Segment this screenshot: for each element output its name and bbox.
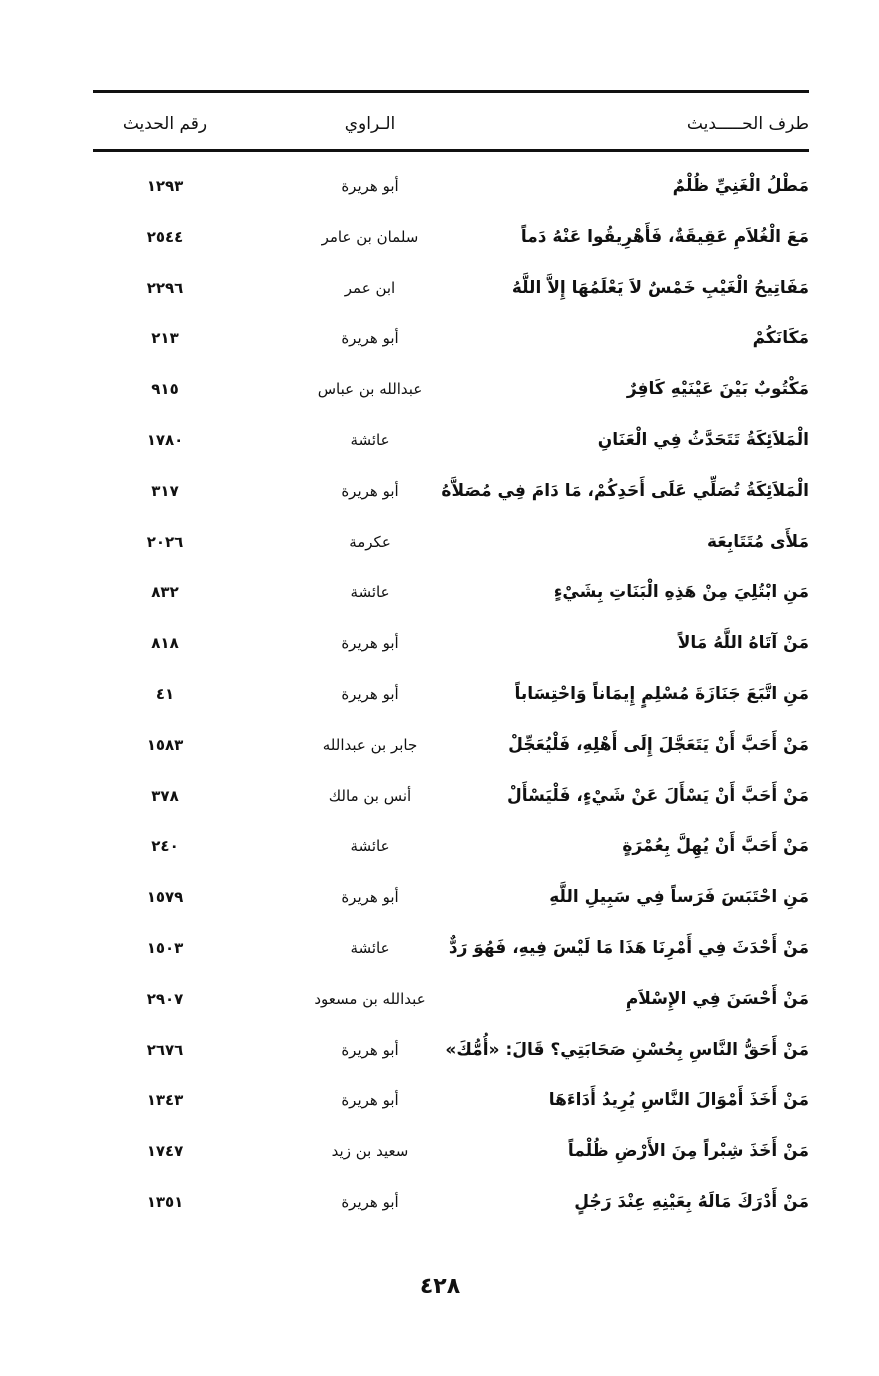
hadith-number: ١٥٠٣ [146,938,184,957]
narrator: أبو هريرة [341,888,399,907]
hadith-text: الْمَلاَئِكَةُ تَتَحَدَّثُ فِي الْعَنَان… [597,429,809,450]
table-row: مَنْ أَحَبَّ أَنْ يُهِلَّ بِعُمْرَةٍ عائش… [0,829,879,880]
hadith-text: مَنْ أَحَبَّ أَنْ يُهِلَّ بِعُمْرَةٍ [622,836,809,857]
hadith-text: مَنِ احْتَبَسَ فَرَساً فِي سَبِيلِ اللَّ… [549,887,809,908]
narrator: أبو هريرة [341,1192,399,1211]
hadith-text: مَنْ أَخَذَ شِبْراً مِنَ الأَرْضِ ظُلْما… [567,1141,809,1162]
narrator: جابر بن عبدالله [322,735,418,754]
narrator: سعيد بن زيد [331,1142,409,1161]
narrator: أبو هريرة [341,1040,399,1059]
hadith-text: مَعَ الْغُلاَمِ عَقِيقَةٌ، فَأَهْرِيقُوا… [520,226,809,247]
hadith-number: ٣٧٨ [151,786,179,805]
table-row: مَكْتُوبٌ بَيْنَ عَيْنَيْهِ كَافِرٌ عبدال… [0,372,879,423]
narrator: أبو هريرة [341,1091,399,1110]
table-row: مَكَانَكُمْ أبو هريرة ٢١٣ [0,321,879,372]
table-row: مَنْ أَخَذَ شِبْراً مِنَ الأَرْضِ ظُلْما… [0,1134,879,1185]
hadith-number: ٩١٥ [151,380,179,399]
hadith-text: مَنِ ابْتُلِيَ مِنْ هَذِهِ الْبَنَاتِ بِ… [553,582,809,603]
page-number: ٤٢٨ [419,1274,461,1299]
hadith-number: ٤١ [155,684,175,703]
narrator: عكرمة [349,532,391,551]
hadith-text: مَنْ أَدْرَكَ مَالَهُ بِعَيْنِهِ عِنْدَ … [574,1191,809,1212]
hadith-text: الْمَلاَئِكَةُ تُصَلِّي عَلَى أَحَدِكُمْ… [441,480,809,501]
header-narrator: الـراوي [344,114,396,134]
hadith-text: مَنْ أَحْسَنَ فِي الإِسْلاَمِ [625,988,809,1009]
hadith-number: ٨١٨ [151,634,179,653]
hadith-text: مَنِ اتَّبَعَ جَنَازَةَ مُسْلِمٍ إِيمَان… [514,683,809,704]
hadith-text: مَنْ أَحْدَثَ فِي أَمْرِنَا هَذَا مَا لَ… [448,937,809,958]
table-row: الْمَلاَئِكَةُ تَتَحَدَّثُ فِي الْعَنَان… [0,423,879,474]
table-row: مَنْ أَحْدَثَ فِي أَمْرِنَا هَذَا مَا لَ… [0,931,879,982]
hadith-text: مَنْ أَحَبَّ أَنْ يَسْأَلَ عَنْ شَيْءٍ، … [507,785,809,806]
index-table: مَطْلُ الْغَنِيِّ ظُلْمٌ أبو هريرة ١٢٩٣ مَع… [0,169,879,1236]
table-row: مَفَاتِيحُ الْغَيْبِ خَمْسٌ لاَ يَعْلَمُ… [0,271,879,322]
hadith-number: ١٣٤٣ [146,1091,184,1110]
hadith-text: مَنْ أَحَبَّ أَنْ يَتَعَجَّلَ إِلَى أَهْ… [508,734,809,755]
hadith-text: مَنْ أَحَقُّ النَّاسِ بِحُسْنِ صَحَابَتِ… [445,1039,809,1060]
hadith-number: ٢٦٧٦ [146,1040,184,1059]
table-row: مَنِ اتَّبَعَ جَنَازَةَ مُسْلِمٍ إِيمَان… [0,677,879,728]
narrator: ابن عمر [344,278,396,297]
narrator: أبو هريرة [341,684,399,703]
table-row: مَنْ أَخَذَ أَمْوَالَ النَّاسِ يُرِيدُ أ… [0,1083,879,1134]
table-row: مَنْ أَحْسَنَ فِي الإِسْلاَمِ عبدالله بن … [0,982,879,1033]
table-row: مَنْ آتَاهُ اللَّهُ مَالاً أبو هريرة ٨١٨ [0,626,879,677]
hadith-number: ١٢٩٣ [146,177,184,195]
hadith-text: مَكْتُوبٌ بَيْنَ عَيْنَيْهِ كَافِرٌ [626,379,809,400]
hadith-number: ١٧٨٠ [146,430,184,449]
hadith-number: ٢٩٠٧ [146,989,184,1008]
table-row: مَعَ الْغُلاَمِ عَقِيقَةٌ، فَأَهْرِيقُوا… [0,220,879,271]
hadith-text: مَكَانَكُمْ [752,328,809,349]
hadith-number: ٢١٣ [151,329,179,348]
table-row: مَنِ احْتَبَسَ فَرَساً فِي سَبِيلِ اللَّ… [0,880,879,931]
hadith-number: ٢٢٩٦ [146,278,184,297]
narrator: أبو هريرة [341,481,399,500]
hadith-text: مَنْ أَخَذَ أَمْوَالَ النَّاسِ يُرِيدُ أ… [548,1090,809,1111]
hadith-number: ٨٣٢ [151,583,179,602]
narrator: سلمان بن عامر [321,227,419,246]
narrator: عبدالله بن عباس [317,380,423,399]
header-rule [93,149,809,152]
narrator: عبدالله بن مسعود [314,989,426,1008]
table-row: مَطْلُ الْغَنِيِّ ظُلْمٌ أبو هريرة ١٢٩٣ [0,169,879,220]
narrator: أنس بن مالك [328,786,412,805]
table-row: مَنْ أَدْرَكَ مَالَهُ بِعَيْنِهِ عِنْدَ … [0,1185,879,1236]
narrator: أبو هريرة [341,634,399,653]
hadith-number: ٢٤٠ [151,837,179,856]
hadith-text: مَطْلُ الْغَنِيِّ ظُلْمٌ [672,176,809,196]
hadith-number: ١٥٧٩ [146,888,184,907]
narrator: عائشة [350,938,390,957]
hadith-number: ١٥٨٣ [146,735,184,754]
header-number: رقم الحديث [122,114,208,134]
hadith-number: ٢٠٢٦ [146,532,184,551]
table-row: الْمَلاَئِكَةُ تُصَلِّي عَلَى أَحَدِكُمْ… [0,474,879,525]
header-hadith: طرف الحـــــديث [686,114,809,134]
hadith-text: مَنْ آتَاهُ اللَّهُ مَالاً [677,633,809,654]
table-row: مَنْ أَحَقُّ النَّاسِ بِحُسْنِ صَحَابَتِ… [0,1033,879,1084]
hadith-text: مَلأَى مُتَتَابِعَة [706,531,809,552]
table-row: مَنْ أَحَبَّ أَنْ يَتَعَجَّلَ إِلَى أَهْ… [0,728,879,779]
table-row: مَلأَى مُتَتَابِعَة عكرمة ٢٠٢٦ [0,525,879,576]
table-row: مَنِ ابْتُلِيَ مِنْ هَذِهِ الْبَنَاتِ بِ… [0,575,879,626]
table-row: مَنْ أَحَبَّ أَنْ يَسْأَلَ عَنْ شَيْءٍ، … [0,779,879,830]
hadith-number: ٢٥٤٤ [146,227,184,246]
narrator: عائشة [350,583,390,602]
hadith-number: ١٧٤٧ [146,1142,184,1161]
hadith-text: مَفَاتِيحُ الْغَيْبِ خَمْسٌ لاَ يَعْلَمُ… [511,277,809,298]
top-rule [93,90,809,93]
hadith-number: ٣١٧ [151,481,179,500]
narrator: عائشة [350,837,390,856]
hadith-number: ١٣٥١ [146,1192,184,1211]
narrator: عائشة [350,430,390,449]
narrator: أبو هريرة [341,329,399,348]
narrator: أبو هريرة [341,177,399,195]
